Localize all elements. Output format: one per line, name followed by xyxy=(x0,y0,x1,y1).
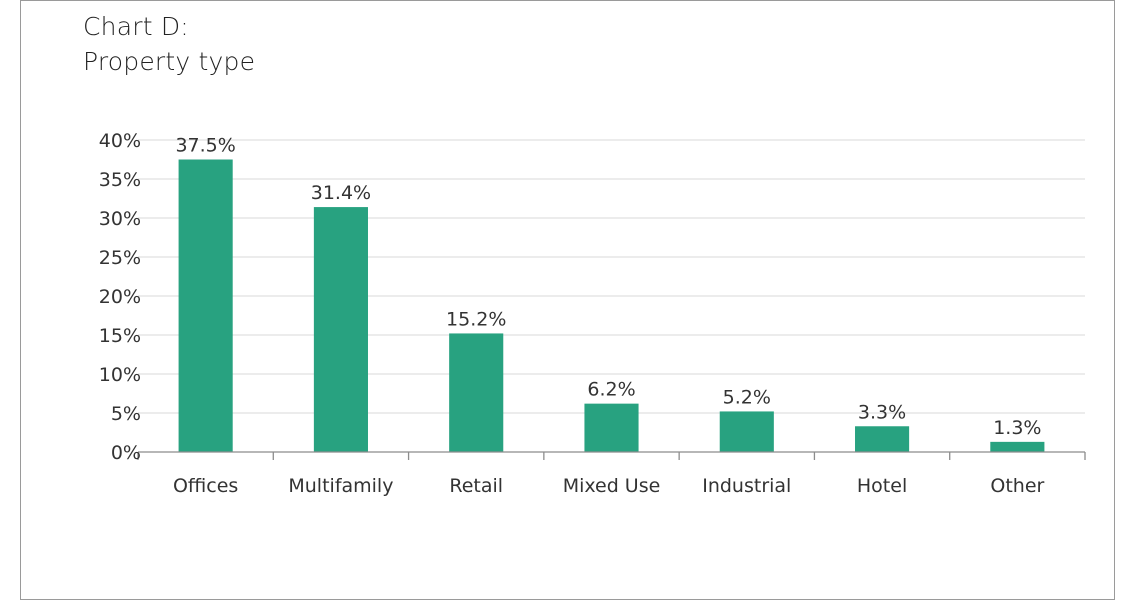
bar xyxy=(178,159,233,452)
x-axis xyxy=(137,451,1086,460)
x-axis-category-labels: Offices Multifamily Retail Mixed Use Industr… xyxy=(173,475,1045,497)
category-label: Other xyxy=(990,475,1044,497)
data-label: 5.2% xyxy=(723,386,771,408)
bars xyxy=(178,159,1045,452)
data-label: 31.4% xyxy=(311,182,371,204)
chart-title: Chart D: Property type xyxy=(83,9,255,79)
bar-chart: 0% 5% 10% 15% 20% 25% 30% 35% 40% Offices Multifa… xyxy=(99,130,1086,497)
category-label: Offices xyxy=(173,475,238,497)
bar xyxy=(584,403,639,452)
data-label: 15.2% xyxy=(446,308,506,330)
y-tick-label: 35% xyxy=(99,169,141,191)
category-label: Mixed Use xyxy=(563,475,661,497)
y-tick-label: 0% xyxy=(111,442,141,464)
bar xyxy=(855,426,910,452)
y-axis-tick-labels: 0% 5% 10% 15% 20% 25% 30% 35% 40% xyxy=(99,130,141,464)
y-tick-label: 20% xyxy=(99,286,141,308)
bar xyxy=(719,411,774,452)
category-label: Multifamily xyxy=(288,475,393,497)
bar xyxy=(449,333,504,452)
y-tick-label: 5% xyxy=(111,403,141,425)
bar xyxy=(990,441,1045,452)
y-tick-label: 30% xyxy=(99,208,141,230)
data-label: 37.5% xyxy=(175,135,235,157)
data-label: 6.2% xyxy=(587,379,635,401)
category-label: Hotel xyxy=(857,475,907,497)
data-label: 3.3% xyxy=(858,401,906,423)
category-label: Industrial xyxy=(702,475,791,497)
chart-title-line-2: Property type xyxy=(83,47,256,76)
y-tick-label: 40% xyxy=(99,130,141,152)
data-label: 1.3% xyxy=(993,417,1041,439)
y-tick-label: 15% xyxy=(99,325,141,347)
data-labels: 37.5% 31.4% 15.2% 6.2% 5.2% 3.3% 1.3% xyxy=(175,135,1041,439)
category-label: Retail xyxy=(449,475,503,497)
y-tick-label: 25% xyxy=(99,247,141,269)
bar xyxy=(313,207,368,452)
y-tick-label: 10% xyxy=(99,364,141,386)
chart-title-line-1: Chart D: xyxy=(83,12,189,41)
gridlines xyxy=(138,139,1085,414)
